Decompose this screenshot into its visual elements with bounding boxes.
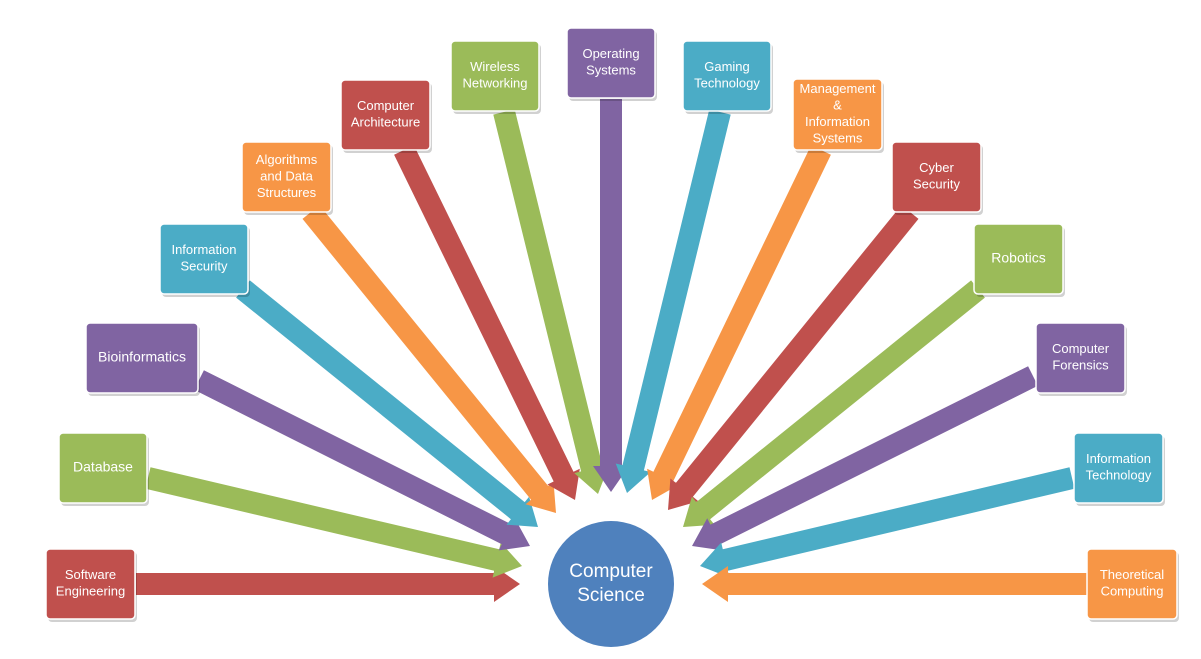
arrows-layer xyxy=(136,99,1087,602)
topic-computer-architecture: Computer Architecture xyxy=(340,79,432,153)
operating-systems-label-line-1: Operating xyxy=(582,46,639,61)
topic-gaming-technology: Gaming Technology xyxy=(682,40,773,114)
software-engineering-box xyxy=(45,548,136,620)
bioinformatics-label-line-1: Bioinformatics xyxy=(98,349,186,365)
algorithms-and-data-structures-label-line-2: and Data xyxy=(260,168,314,183)
software-engineering-arrow xyxy=(136,566,520,602)
theoretical-computing-arrow xyxy=(702,566,1087,602)
gaming-technology-label-line-1: Gaming xyxy=(704,59,750,74)
wireless-networking-label-line-1: Wireless xyxy=(470,59,520,74)
topic-wireless-networking: Wireless Networking xyxy=(450,40,541,114)
bioinformatics-box xyxy=(85,322,199,394)
algorithms-and-data-structures-label-line-3: Structures xyxy=(257,185,317,200)
wireless-networking-box xyxy=(450,40,540,112)
algorithms-and-data-structures-label-line-1: Algorithms xyxy=(256,152,318,167)
topic-operating-systems: Operating Systems xyxy=(566,27,657,101)
wireless-networking-label-line-2: Networking xyxy=(462,76,527,91)
cyber-security-box xyxy=(891,141,982,213)
bioinformatics-arrow xyxy=(194,370,530,551)
management-information-systems-arrow xyxy=(647,145,831,500)
topic-database: Database xyxy=(58,432,149,506)
center-circle xyxy=(548,521,674,647)
operating-systems-arrow xyxy=(593,99,629,492)
cyber-security-label-line-2: Security xyxy=(913,177,960,192)
information-technology-arrow xyxy=(700,467,1075,578)
topic-software-engineering: Software Engineering xyxy=(45,548,137,622)
management-information-systems-box xyxy=(792,78,883,151)
cyber-security-arrow xyxy=(668,205,919,510)
center-label-line-1: Computer xyxy=(569,561,653,582)
computer-forensics-label-line-2: Forensics xyxy=(1052,358,1109,373)
robotics-arrow xyxy=(683,280,985,527)
center-label-line-2: Science xyxy=(577,585,645,606)
cyber-security-label-line-1: Cyber xyxy=(919,160,954,175)
center-node: Computer Science xyxy=(548,521,674,647)
information-technology-label-line-2: Technology xyxy=(1086,468,1152,483)
gaming-technology-arrow xyxy=(615,109,731,494)
theoretical-computing-label-line-1: Theoretical xyxy=(1100,567,1164,582)
gaming-technology-box xyxy=(682,40,772,112)
management-information-systems-label-line-1: Management xyxy=(800,81,876,96)
algorithms-and-data-structures-box xyxy=(241,141,332,213)
topic-theoretical-computing: Theoretical Computing xyxy=(1086,548,1179,622)
topic-computer-forensics: Computer Forensics xyxy=(1035,322,1127,396)
theoretical-computing-label-line-2: Computing xyxy=(1101,584,1164,599)
information-security-arrow xyxy=(236,280,538,527)
computer-forensics-box xyxy=(1035,322,1126,394)
database-label-line-1: Database xyxy=(73,459,133,475)
management-information-systems-label-line-2: & xyxy=(833,98,842,113)
information-technology-box xyxy=(1073,432,1164,504)
software-engineering-label-line-2: Engineering xyxy=(56,584,125,599)
topic-bioinformatics: Bioinformatics xyxy=(85,322,200,396)
software-engineering-label-line-1: Software xyxy=(65,567,116,582)
topic-robotics: Robotics xyxy=(973,223,1065,297)
management-information-systems-label-line-3: Information xyxy=(805,114,870,129)
management-information-systems-label-line-4: Systems xyxy=(813,131,863,146)
algorithms-and-data-structures-arrow xyxy=(302,205,556,513)
boxes-layer: Software Engineering Database Bioinformatic… xyxy=(45,27,1179,622)
computer-forensics-label-line-1: Computer xyxy=(1052,341,1110,356)
information-technology-label-line-1: Information xyxy=(1086,451,1151,466)
computer-architecture-arrow xyxy=(394,145,580,500)
operating-systems-label-line-2: Systems xyxy=(586,63,636,78)
computer-architecture-box xyxy=(340,79,431,151)
robotics-label-line-1: Robotics xyxy=(991,250,1045,266)
topic-cyber-security: Cyber Security xyxy=(891,141,983,215)
wireless-networking-arrow xyxy=(493,109,610,495)
gaming-technology-label-line-2: Technology xyxy=(694,76,760,91)
theoretical-computing-box xyxy=(1086,548,1178,620)
topic-information-security: Information Security xyxy=(159,223,250,297)
robotics-box xyxy=(973,223,1064,295)
information-security-box xyxy=(159,223,249,295)
topic-management-information-systems: Management &Information Systems xyxy=(792,78,884,153)
information-security-label-line-2: Security xyxy=(181,259,228,274)
information-security-label-line-1: Information xyxy=(171,242,236,257)
operating-systems-box xyxy=(566,27,656,99)
computer-architecture-label-line-1: Computer xyxy=(357,98,415,113)
database-box xyxy=(58,432,148,504)
computer-forensics-arrow xyxy=(692,366,1038,551)
database-arrow xyxy=(145,467,522,578)
topic-information-technology: Information Technology xyxy=(1073,432,1165,506)
computer-architecture-label-line-2: Architecture xyxy=(351,115,420,130)
